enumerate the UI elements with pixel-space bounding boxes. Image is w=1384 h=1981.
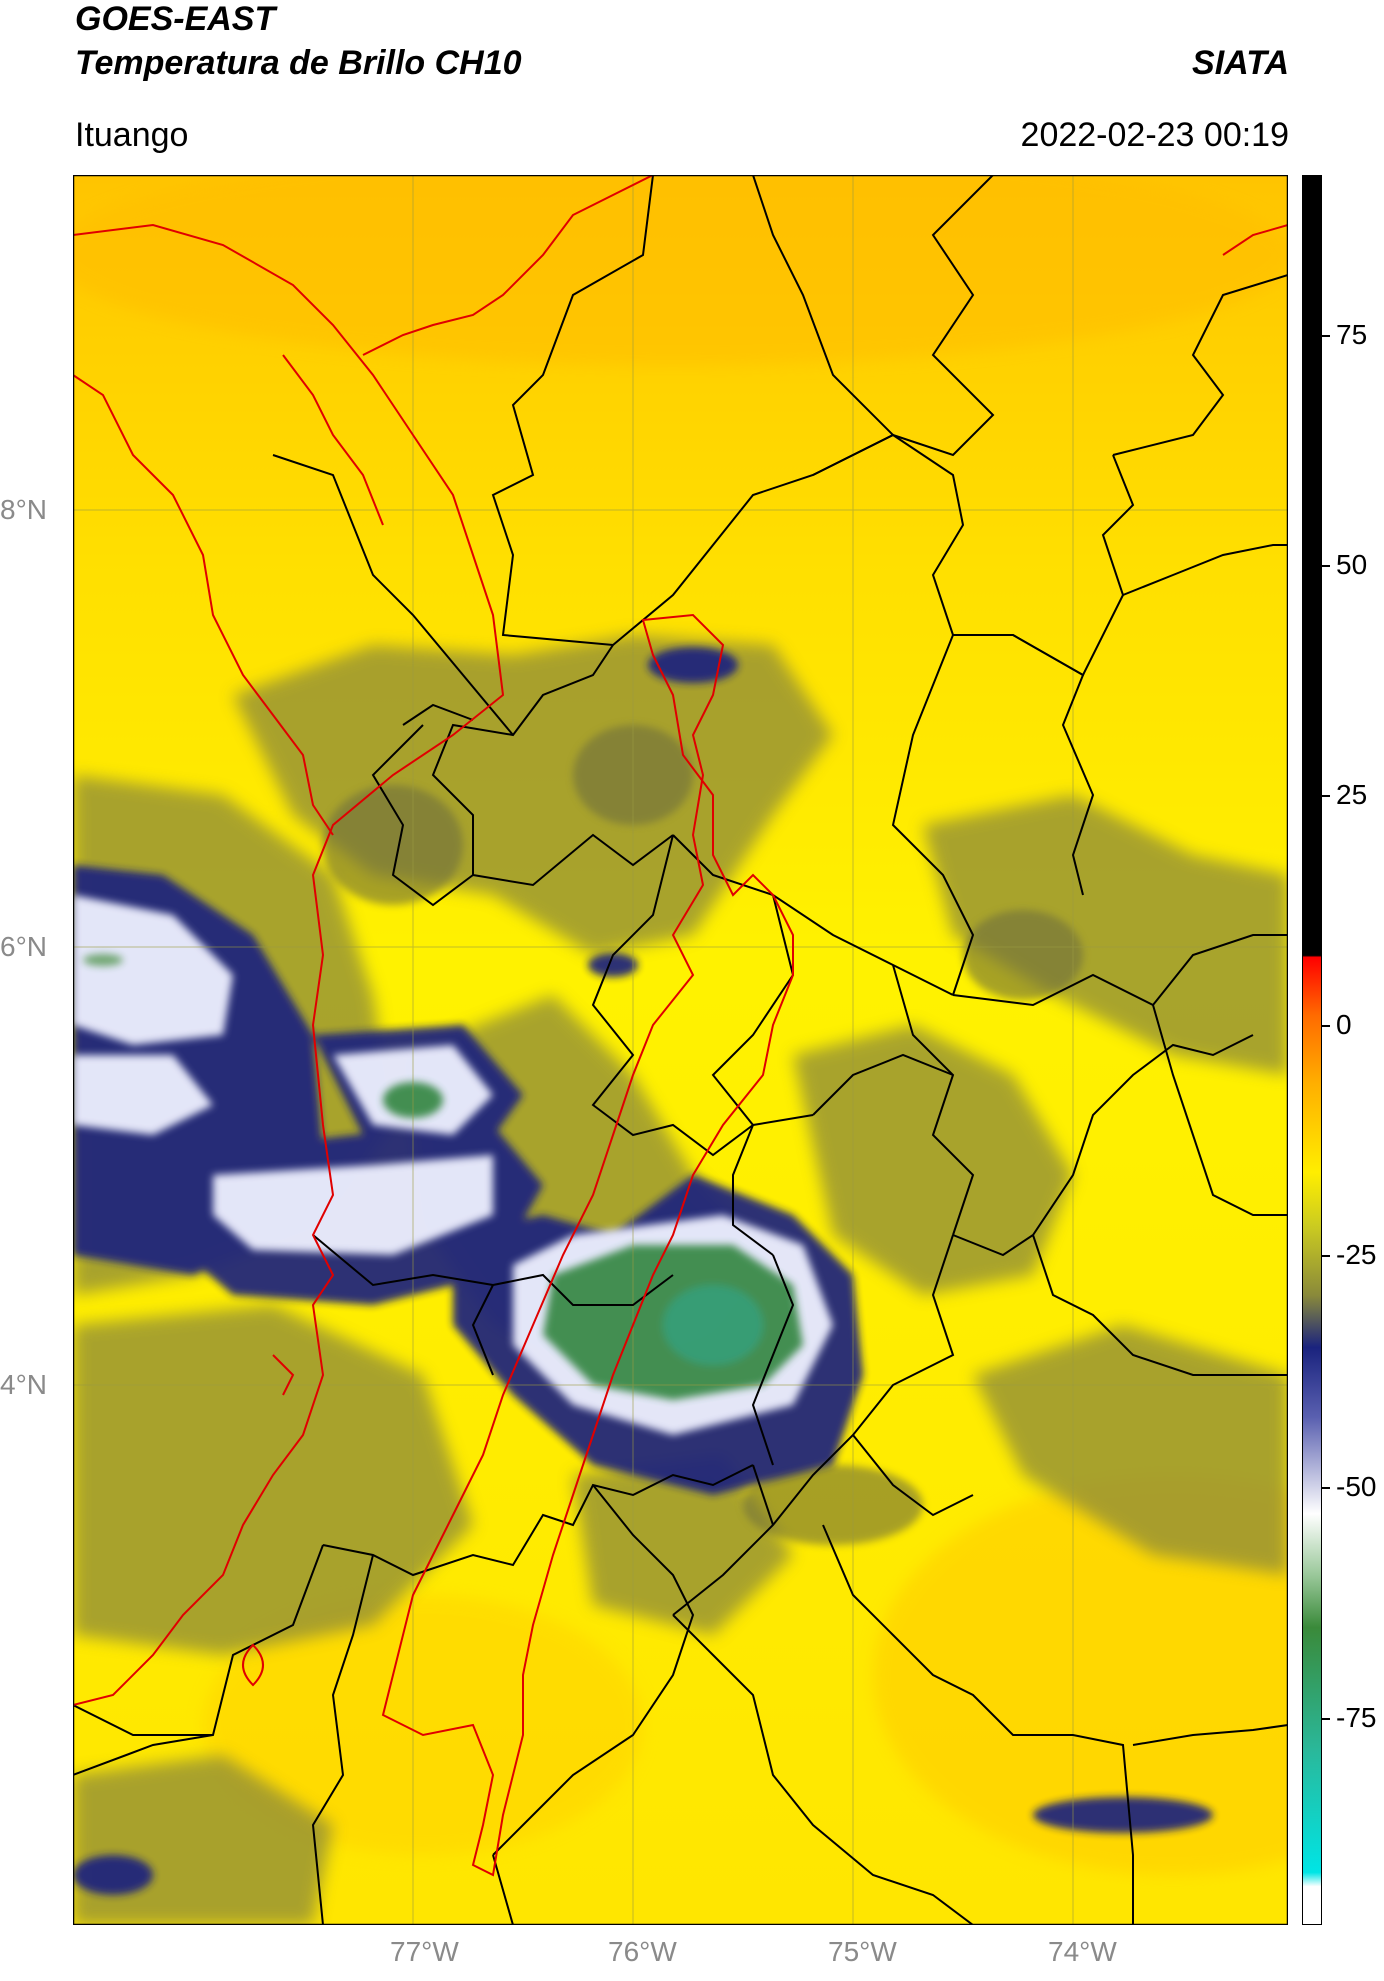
red-boundaries	[73, 175, 1288, 1877]
lon-tick-label: 74°W	[1048, 1936, 1117, 1967]
warm-area	[873, 1475, 1288, 1875]
satellite-title: GOES-EAST	[75, 0, 276, 38]
colorbar-tick-label: 25	[1336, 779, 1368, 810]
lon-tick-label: 76°W	[608, 1936, 677, 1967]
colorbar-tick-label: 50	[1336, 549, 1368, 580]
colorbar-tick	[1322, 795, 1330, 797]
lat-tick-label: 4°N	[0, 1369, 47, 1400]
colorbar-tick	[1322, 1718, 1330, 1720]
organization-label: SIATA	[1192, 44, 1289, 82]
colorbar	[1302, 175, 1322, 1925]
lat-tick-label: 8°N	[0, 494, 47, 525]
colorbar-tick	[1322, 1487, 1330, 1489]
colorbar-tick-label: -50	[1336, 1471, 1377, 1502]
department-borders	[73, 175, 1288, 1925]
lon-tick-label: 75°W	[828, 1936, 897, 1967]
datetime-label: 2022-02-23 00:19	[1020, 116, 1289, 154]
colorbar-tick-label: -25	[1336, 1239, 1377, 1270]
colorbar-tick-label: 0	[1336, 1009, 1352, 1040]
colorbar-frame	[1302, 175, 1322, 1925]
map-frame	[73, 175, 1288, 1925]
lon-tick-label: 77°W	[390, 1936, 459, 1967]
mid-cloud-layer-dark	[323, 725, 1083, 1545]
colorbar-tick-label: -75	[1336, 1702, 1377, 1733]
lat-tick-label: 6°N	[0, 931, 47, 962]
product-title: Temperatura de Brillo CH10	[75, 44, 522, 82]
coldest-cloud-tops	[83, 954, 803, 1400]
warm-area	[73, 175, 1288, 365]
colorbar-tick-label: 75	[1336, 319, 1368, 350]
graticule	[73, 175, 1288, 1925]
colorbar-gradient	[1302, 175, 1322, 1925]
colorbar-tick	[1322, 335, 1330, 337]
colorbar-tick	[1322, 1025, 1330, 1027]
colorbar-tick	[1322, 1255, 1330, 1257]
warm-area	[203, 1595, 643, 1855]
region-label: Ituango	[75, 116, 189, 154]
colorbar-tick	[1322, 565, 1330, 567]
satellite-map	[73, 175, 1288, 1925]
